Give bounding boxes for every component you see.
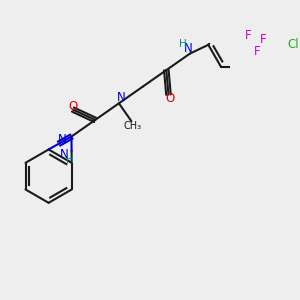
- Text: F: F: [260, 32, 266, 46]
- Text: CH₃: CH₃: [123, 122, 141, 131]
- Text: H: H: [66, 155, 74, 165]
- Text: N: N: [60, 148, 68, 160]
- Text: N: N: [184, 42, 193, 55]
- Text: N: N: [117, 92, 126, 104]
- Text: F: F: [244, 29, 251, 42]
- Text: O: O: [165, 92, 175, 105]
- Text: F: F: [254, 45, 261, 58]
- Text: N: N: [58, 133, 66, 146]
- Text: H: H: [178, 39, 186, 50]
- Text: Cl: Cl: [287, 38, 299, 51]
- Text: O: O: [68, 100, 77, 113]
